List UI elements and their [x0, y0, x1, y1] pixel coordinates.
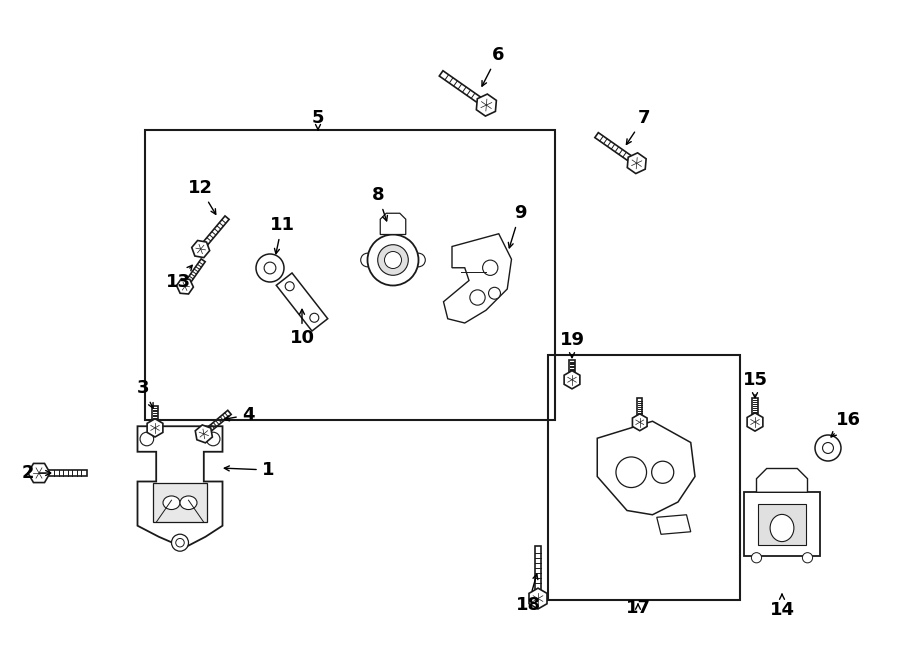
Polygon shape [598, 421, 695, 515]
Circle shape [616, 457, 646, 487]
Circle shape [206, 432, 220, 446]
Circle shape [176, 538, 184, 547]
Polygon shape [147, 419, 163, 437]
Polygon shape [192, 240, 210, 258]
Bar [758, 504, 806, 545]
Polygon shape [757, 469, 807, 493]
Ellipse shape [770, 514, 794, 542]
Circle shape [411, 253, 426, 267]
Text: 10: 10 [290, 309, 314, 347]
Circle shape [378, 245, 409, 275]
Polygon shape [195, 425, 212, 443]
Text: 14: 14 [770, 594, 795, 619]
Circle shape [384, 252, 401, 269]
Ellipse shape [163, 496, 180, 510]
Polygon shape [747, 413, 763, 431]
Circle shape [489, 287, 500, 299]
Polygon shape [28, 463, 50, 483]
Text: 11: 11 [269, 216, 294, 254]
Circle shape [652, 461, 674, 483]
Text: 19: 19 [560, 331, 584, 357]
Polygon shape [633, 414, 647, 431]
Text: 4: 4 [224, 406, 254, 424]
Polygon shape [153, 483, 207, 522]
Circle shape [140, 432, 154, 446]
Circle shape [470, 290, 485, 305]
Bar [548, 355, 740, 600]
Text: 18: 18 [516, 574, 541, 614]
Circle shape [752, 553, 761, 563]
Circle shape [285, 282, 294, 291]
Text: 3: 3 [137, 379, 153, 408]
Text: 13: 13 [166, 265, 193, 291]
Circle shape [264, 262, 276, 274]
Text: 12: 12 [187, 179, 216, 214]
Circle shape [815, 435, 841, 461]
Circle shape [172, 534, 188, 551]
Text: 2: 2 [22, 464, 50, 482]
Polygon shape [138, 426, 222, 547]
Circle shape [310, 313, 319, 322]
Polygon shape [657, 515, 691, 534]
Circle shape [803, 553, 813, 563]
Polygon shape [276, 273, 328, 331]
Ellipse shape [180, 496, 197, 510]
Polygon shape [529, 588, 547, 609]
Text: 9: 9 [508, 204, 526, 248]
Bar [145, 130, 555, 420]
Text: 5: 5 [311, 109, 324, 130]
Circle shape [482, 260, 498, 275]
Circle shape [823, 442, 833, 453]
Polygon shape [176, 279, 194, 294]
Text: 8: 8 [372, 186, 387, 221]
Text: 17: 17 [626, 599, 651, 617]
Circle shape [367, 234, 419, 285]
Text: 15: 15 [742, 371, 768, 398]
Text: 6: 6 [482, 46, 504, 86]
Text: 7: 7 [626, 109, 650, 144]
Polygon shape [380, 213, 406, 234]
Text: 16: 16 [831, 411, 860, 437]
Polygon shape [627, 153, 646, 173]
Polygon shape [476, 94, 497, 116]
Circle shape [256, 254, 284, 282]
Polygon shape [444, 234, 511, 323]
Bar [743, 493, 820, 556]
Text: 1: 1 [224, 461, 274, 479]
Polygon shape [564, 371, 580, 389]
Circle shape [361, 253, 374, 267]
